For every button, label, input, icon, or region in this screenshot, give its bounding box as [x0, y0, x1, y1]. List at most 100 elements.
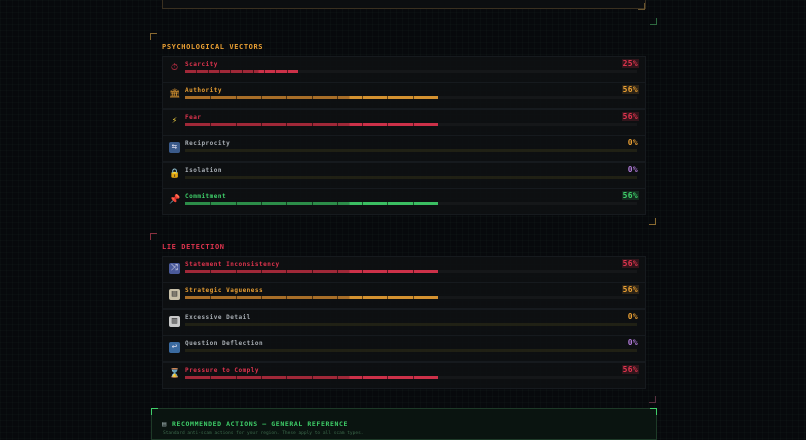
lock-icon: 🔒 — [169, 168, 181, 179]
progress-segment-divider — [210, 96, 212, 100]
progress-segment-divider — [336, 202, 338, 205]
corner-accent — [650, 408, 657, 415]
corner-accent — [151, 408, 158, 415]
indicator-percentage: 56% — [621, 285, 639, 295]
previous-panel-footer — [162, 0, 646, 9]
progress-segment-divider — [412, 296, 414, 300]
progress-segment-divider — [210, 296, 212, 300]
progress-segment-divider — [362, 96, 364, 100]
indicator-label: Commitment — [185, 193, 227, 200]
progress-segment-divider — [260, 96, 262, 100]
clock-icon: ⏱ — [170, 63, 179, 73]
indicator-label: Fear — [185, 113, 202, 121]
progress-segment-divider — [235, 96, 237, 100]
progress-segment-divider — [412, 122, 414, 126]
indicator-row-excessive-detail: ▥ Excessive Detail 0% — [162, 308, 646, 336]
indicator-row-scarcity: ⏱ Scarcity 25% — [162, 56, 646, 83]
psychological-vectors-section: PSYCHOLOGICAL VECTORS ⏱ Scarcity 25% 🏛 Autho… — [150, 33, 656, 229]
indicator-label: Isolation — [185, 166, 223, 174]
indicator-label: Scarcity — [185, 61, 218, 68]
progress-track — [185, 122, 637, 126]
indicator-row-strategic-vagueness: ▤ Strategic Vagueness 56% — [162, 282, 646, 310]
progress-segment-divider — [311, 202, 313, 205]
progress-segment-divider — [260, 296, 262, 300]
progress-segment-divider — [336, 122, 338, 126]
indicator-row-commitment: 📌 Commitment 56% — [162, 188, 646, 215]
indicator-label: Pressure to Comply — [185, 366, 260, 374]
progress-segment-divider — [387, 375, 389, 379]
indicator-label: Strategic Vagueness — [185, 287, 264, 295]
indicator-percentage: 0% — [627, 164, 638, 174]
lie-detection-section: LIE DETECTION ⤨ Statement Inconsistency 56… — [150, 233, 656, 403]
indicator-row-statement-inconsistency: ⤨ Statement Inconsistency 56% — [162, 256, 646, 283]
progress-segment-divider — [275, 70, 277, 73]
corner-accent — [150, 33, 157, 40]
progress-segment-divider — [412, 375, 414, 379]
progress-track — [185, 296, 637, 300]
progress-segment-divider — [207, 70, 209, 73]
progress-segment-divider — [286, 270, 288, 273]
progress-segment-divider — [210, 270, 212, 273]
indicator-row-reciprocity: ⇆ Reciprocity 0% — [162, 135, 646, 163]
corner-accent — [638, 3, 645, 10]
progress-track — [185, 149, 637, 153]
indicator-label: Excessive Detail — [185, 313, 251, 321]
recommended-actions-title: RECOMMENDED ACTIONS — GENERAL REFERENCE — [172, 420, 349, 428]
progress-segment-divider — [210, 122, 212, 126]
bank-icon: 🏛 — [169, 89, 181, 100]
shuffle-icon: ⤨ — [169, 263, 180, 274]
progress-segment-divider — [311, 296, 313, 300]
progress-segment-divider — [230, 70, 232, 73]
progress-segment-divider — [362, 296, 364, 300]
progress-track — [185, 96, 637, 100]
progress-segment-divider — [311, 375, 313, 379]
indicator-row-fear: ⚡ Fear 56% — [162, 108, 646, 136]
progress-segment-divider — [286, 122, 288, 126]
progress-track — [185, 175, 637, 179]
progress-segment-divider — [336, 375, 338, 379]
section-title: PSYCHOLOGICAL VECTORS — [162, 43, 264, 51]
progress-segment-divider — [336, 270, 338, 273]
progress-segment-divider — [387, 122, 389, 126]
indicator-percentage: 56% — [621, 111, 639, 121]
progress-segment-divider — [336, 96, 338, 100]
section-title: LIE DETECTION — [162, 243, 225, 251]
indicator-percentage: 56% — [621, 191, 639, 200]
progress-segment-divider — [362, 375, 364, 379]
exchange-icon: ⇆ — [169, 142, 180, 154]
progress-segment-divider — [412, 96, 414, 100]
clipboard-icon: ▤ — [162, 420, 167, 428]
progress-segment-divider — [286, 202, 288, 205]
progress-segment-divider — [362, 202, 364, 205]
indicator-row-pressure-to-comply: ⌛ Pressure to Comply 56% — [162, 361, 646, 389]
progress-segment-divider — [260, 375, 262, 379]
progress-segment-divider — [210, 202, 212, 205]
indicator-row-isolation: 🔒 Isolation 0% — [162, 161, 646, 189]
indicator-label: Statement Inconsistency — [185, 261, 280, 268]
clipboard-icon: ▥ — [169, 315, 180, 327]
progress-segment-divider — [241, 70, 243, 73]
progress-segment-divider — [235, 296, 237, 300]
progress-segment-divider — [260, 202, 262, 205]
corner-accent — [649, 218, 656, 225]
progress-segment-divider — [210, 375, 212, 379]
recommended-actions-subtitle: Standard anti-scam actions for your regi… — [163, 431, 364, 436]
corner-accent — [649, 396, 656, 403]
progress-segment-divider — [235, 122, 237, 126]
pin-icon: 📌 — [169, 195, 181, 205]
progress-segment-divider — [311, 122, 313, 126]
lightning-icon: ⚡ — [171, 115, 178, 126]
progress-segment-divider — [235, 202, 237, 205]
recommended-actions-panel[interactable]: ▤ RECOMMENDED ACTIONS — GENERAL REFERENC… — [151, 408, 657, 440]
progress-segment-divider — [286, 296, 288, 300]
progress-segment-divider — [260, 122, 262, 126]
progress-segment-divider — [311, 270, 313, 273]
progress-segment-divider — [218, 70, 220, 73]
indicator-percentage: 56% — [621, 259, 639, 268]
progress-segment-divider — [252, 70, 254, 73]
progress-track — [185, 202, 637, 205]
progress-segment-divider — [196, 70, 198, 73]
progress-track — [185, 349, 637, 353]
document-icon: ▤ — [169, 289, 180, 301]
arrow-return-icon: ↩ — [169, 342, 180, 354]
